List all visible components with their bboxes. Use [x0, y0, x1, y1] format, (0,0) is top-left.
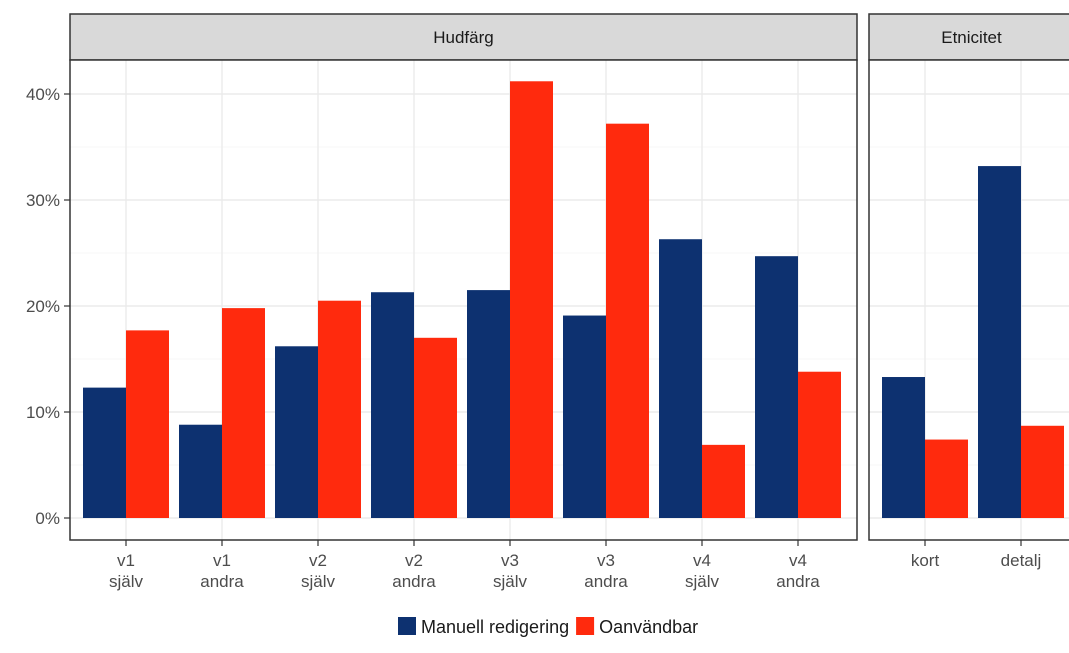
y-tick-label: 10%	[26, 403, 60, 422]
bar-manuell-redigering	[371, 292, 414, 518]
facet-strip-label: Hudfärg	[433, 28, 493, 47]
x-tick-label: andra	[584, 572, 628, 591]
bar-oanvandbar	[1021, 425, 1064, 518]
facet-strip	[69, 13, 858, 61]
legend-label: Manuell redigering	[421, 617, 569, 637]
bar-oanvandbar	[222, 308, 265, 518]
bar-manuell-redigering	[275, 346, 318, 518]
x-tick-label: v4	[789, 551, 807, 570]
facet-strip	[868, 13, 1069, 61]
x-tick-label: själv	[301, 572, 336, 591]
x-tick-label: själv	[685, 572, 720, 591]
x-tick-label: andra	[200, 572, 244, 591]
panel-border	[868, 59, 1069, 541]
x-tick-label: andra	[776, 572, 820, 591]
bar-oanvandbar	[318, 300, 361, 518]
x-tick-label: själv	[493, 572, 528, 591]
x-tick-label: v2	[309, 551, 327, 570]
bar-manuell-redigering	[467, 290, 510, 518]
facet-strip-label: Etnicitet	[941, 28, 1002, 47]
bar-manuell-redigering	[755, 256, 798, 518]
y-tick-label: 40%	[26, 85, 60, 104]
x-tick-label: v1	[117, 551, 135, 570]
bar-manuell-redigering	[563, 315, 606, 518]
bar-oanvandbar	[702, 444, 745, 518]
y-tick-label: 20%	[26, 297, 60, 316]
bar-manuell-redigering	[659, 239, 702, 518]
x-tick-label: v4	[693, 551, 711, 570]
legend-label: Oanvändbar	[599, 617, 698, 637]
x-tick-label: själv	[109, 572, 144, 591]
panel-border	[69, 59, 858, 541]
x-tick-label: v3	[597, 551, 615, 570]
x-tick-label: andra	[392, 572, 436, 591]
bar-manuell-redigering	[179, 424, 222, 518]
x-tick-label: kort	[911, 551, 940, 570]
x-tick-label: v1	[213, 551, 231, 570]
legend-swatch-oanvandbar	[576, 617, 595, 635]
y-tick-label: 0%	[35, 509, 60, 528]
legend-swatch-manuell-redigering	[398, 617, 416, 635]
bar-manuell-redigering	[882, 377, 925, 518]
y-tick-label: 30%	[26, 191, 60, 210]
x-tick-label: v2	[405, 551, 423, 570]
x-tick-label: detalj	[1001, 551, 1042, 570]
bar-manuell-redigering	[978, 166, 1021, 518]
bar-manuell-redigering	[83, 387, 126, 518]
bar-oanvandbar	[126, 330, 169, 518]
bar-oanvandbar	[798, 371, 841, 518]
bar-oanvandbar	[925, 439, 968, 518]
bar-oanvandbar	[606, 123, 649, 519]
x-tick-label: v3	[501, 551, 519, 570]
bar-oanvandbar	[510, 81, 553, 518]
bar-oanvandbar	[414, 337, 457, 518]
